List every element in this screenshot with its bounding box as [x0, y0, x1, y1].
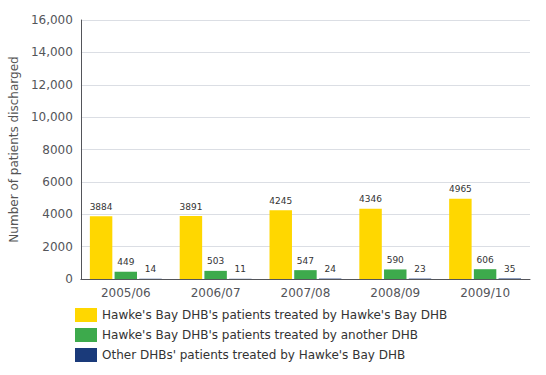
svg-text:2006/07: 2006/07 — [191, 286, 241, 300]
svg-text:24: 24 — [324, 264, 336, 274]
svg-text:2000: 2000 — [42, 240, 73, 254]
svg-text:4245: 4245 — [269, 196, 292, 206]
svg-text:11: 11 — [235, 264, 246, 274]
svg-text:2005/06: 2005/06 — [101, 286, 151, 300]
svg-text:Number of patients discharged: Number of patients discharged — [7, 56, 21, 242]
svg-text:14: 14 — [145, 264, 157, 274]
svg-text:2007/08: 2007/08 — [281, 286, 331, 300]
svg-text:3884: 3884 — [90, 202, 113, 212]
svg-text:4000: 4000 — [42, 207, 73, 221]
svg-text:6000: 6000 — [42, 175, 73, 189]
svg-text:14,000: 14,000 — [31, 45, 73, 59]
svg-text:503: 503 — [207, 256, 224, 266]
svg-text:2009/10: 2009/10 — [460, 286, 510, 300]
svg-text:547: 547 — [297, 256, 314, 266]
svg-text:8000: 8000 — [42, 143, 73, 157]
svg-text:2008/09: 2008/09 — [370, 286, 420, 300]
svg-text:4965: 4965 — [449, 184, 472, 194]
svg-text:16,000: 16,000 — [31, 13, 73, 27]
svg-text:35: 35 — [504, 264, 515, 274]
svg-text:Hawke's Bay DHB's patients tre: Hawke's Bay DHB's patients treated by an… — [102, 328, 418, 342]
svg-text:0: 0 — [65, 272, 73, 286]
svg-text:Hawke's Bay DHB's patients tre: Hawke's Bay DHB's patients treated by Ha… — [102, 308, 447, 322]
svg-text:449: 449 — [117, 257, 134, 267]
svg-text:3891: 3891 — [179, 202, 202, 212]
svg-text:12,000: 12,000 — [31, 78, 73, 92]
svg-text:590: 590 — [387, 255, 404, 265]
svg-text:4346: 4346 — [359, 194, 382, 204]
svg-text:10,000: 10,000 — [31, 110, 73, 124]
svg-text:606: 606 — [476, 255, 493, 265]
svg-text:23: 23 — [414, 264, 425, 274]
svg-text:Other DHBs' patients treated b: Other DHBs' patients treated by Hawke's … — [102, 348, 405, 362]
